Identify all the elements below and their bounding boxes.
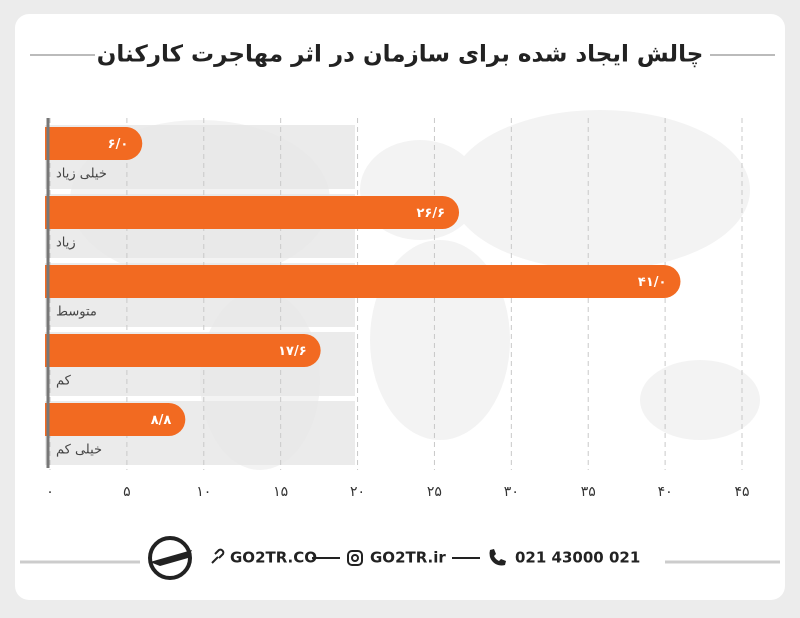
x-tick-label: ۳۵: [581, 484, 596, 500]
instagram-icon-lens: [351, 554, 359, 562]
value-label: ۱۷/۶: [278, 344, 307, 359]
link-icon: [211, 548, 225, 564]
website: GO2TR.CO: [230, 549, 317, 567]
value-label: ۲۶/۶: [416, 206, 445, 221]
x-tick-label: ۳۰: [504, 484, 519, 500]
bar: [45, 403, 186, 436]
value-label: ۸/۸: [151, 413, 172, 428]
instagram-icon: [347, 550, 363, 566]
chart-title: چالش ایجاد شده برای سازمان در اثر مهاجرت…: [97, 42, 704, 68]
bar-left: [45, 265, 65, 298]
bar-left: [45, 403, 65, 436]
footer: GO2TR.CO GO2TR.ir 021 43000 021: [20, 536, 780, 580]
bar-left: [45, 127, 65, 160]
phone-icon: [489, 549, 506, 566]
value-label: ۶/۰: [108, 137, 129, 152]
bar: [45, 334, 321, 367]
bar-left: [45, 196, 65, 229]
x-tick-label: ۱۰: [196, 484, 211, 500]
category-label: خیلی زیاد: [56, 167, 107, 182]
bar-left: [45, 334, 65, 367]
bar: [45, 265, 681, 298]
x-tick-label: ۲۰: [350, 484, 365, 500]
x-tick-label: ۱۵: [273, 484, 288, 500]
category-label: متوسط: [56, 305, 97, 320]
bar: [45, 127, 143, 160]
logo-plane: [150, 550, 192, 566]
x-tick-label: ۵: [123, 484, 131, 500]
category-label: زیاد: [56, 236, 76, 251]
x-tick-label: ۴۰: [658, 484, 673, 500]
phone: 021 43000 021: [515, 549, 640, 567]
x-tick-label: ۲۵: [427, 484, 442, 500]
bar: [45, 196, 460, 229]
logo: [148, 536, 192, 580]
value-label: ۴۱/۰: [638, 275, 667, 290]
category-label: کم: [56, 374, 72, 389]
x-tick-label: ۰: [46, 484, 54, 500]
x-tick-label: ۴۵: [734, 484, 749, 500]
instagram: GO2TR.ir: [370, 549, 446, 567]
category-label: خیلی کم: [56, 443, 102, 458]
